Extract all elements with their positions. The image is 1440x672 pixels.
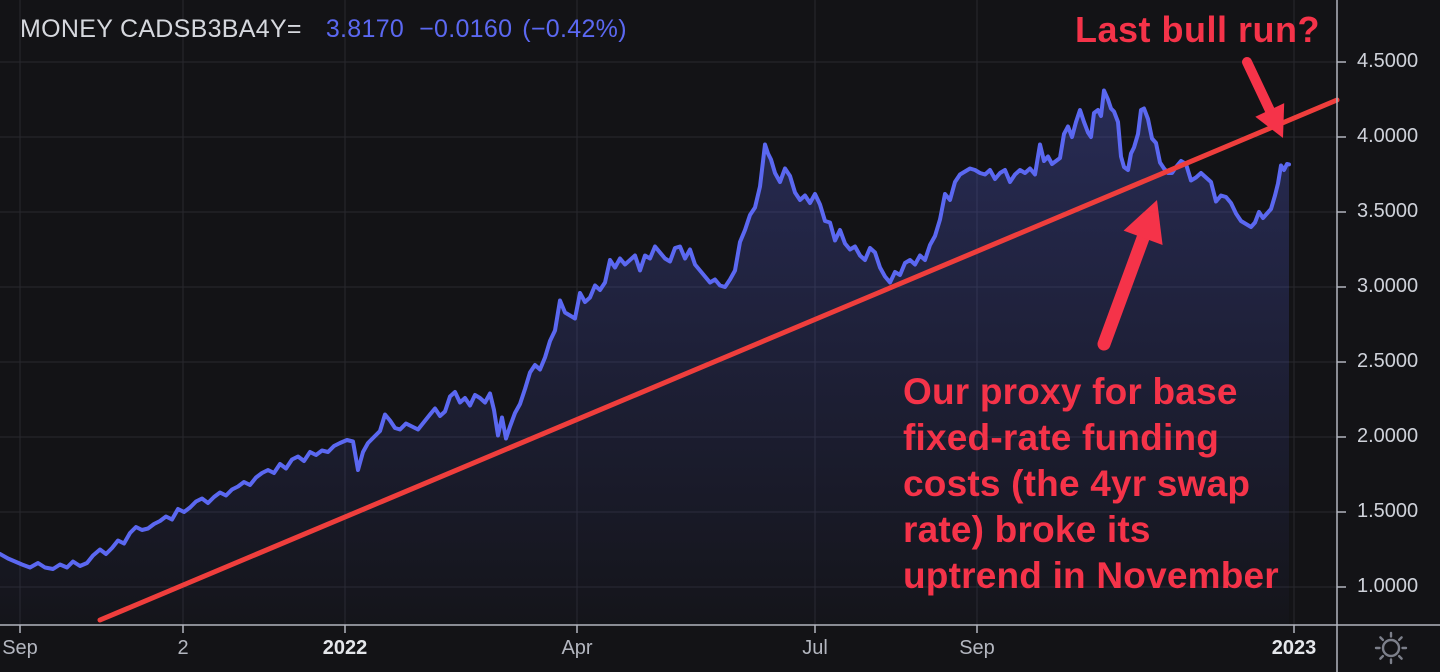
series-line [0, 88, 1291, 571]
symbol-name[interactable]: MONEY CADSB3BA4Y= [20, 15, 302, 43]
y-axis-label: 2.5000 [1357, 350, 1419, 372]
y-axis-label: 3.5000 [1357, 200, 1419, 222]
x-axis-label: Jul [802, 637, 828, 659]
annotation-last-bull-run[interactable]: Last bull run? [1075, 9, 1320, 50]
last-price: 3.8170 [325, 15, 405, 43]
proxy-arrow[interactable] [1097, 200, 1163, 351]
x-axis-label: Sep [959, 637, 995, 659]
price-change-percent: (−0.42%) [522, 15, 627, 43]
y-axis-label: 4.5000 [1357, 50, 1419, 72]
annotation-proxy-note[interactable]: Our proxy for base fixed-rate funding co… [903, 371, 1279, 596]
brightness-icon[interactable] [1373, 630, 1409, 666]
uptrend-trendline[interactable] [97, 97, 1340, 623]
y-axis-label: 3.0000 [1357, 275, 1419, 297]
y-axis-label: 1.0000 [1357, 575, 1419, 597]
series-area-fill [0, 90, 1289, 625]
x-axis-label: Apr [561, 637, 593, 659]
y-axis-label: 4.0000 [1357, 125, 1419, 147]
bull-arrow[interactable] [1242, 57, 1285, 138]
y-axis-label: 1.5000 [1357, 500, 1419, 522]
x-axis-label: 2022 [322, 637, 368, 659]
x-axis-label: Sep [2, 637, 38, 659]
x-axis-label: 2 [177, 637, 189, 659]
quote-header: MONEY CADSB3BA4Y= 3.8170 −0.0160 (−0.42%… [20, 15, 627, 44]
y-axis-label: 2.0000 [1357, 425, 1419, 447]
x-axis-label: 2023 [1271, 637, 1317, 659]
price-change: −0.0160 [419, 15, 513, 43]
